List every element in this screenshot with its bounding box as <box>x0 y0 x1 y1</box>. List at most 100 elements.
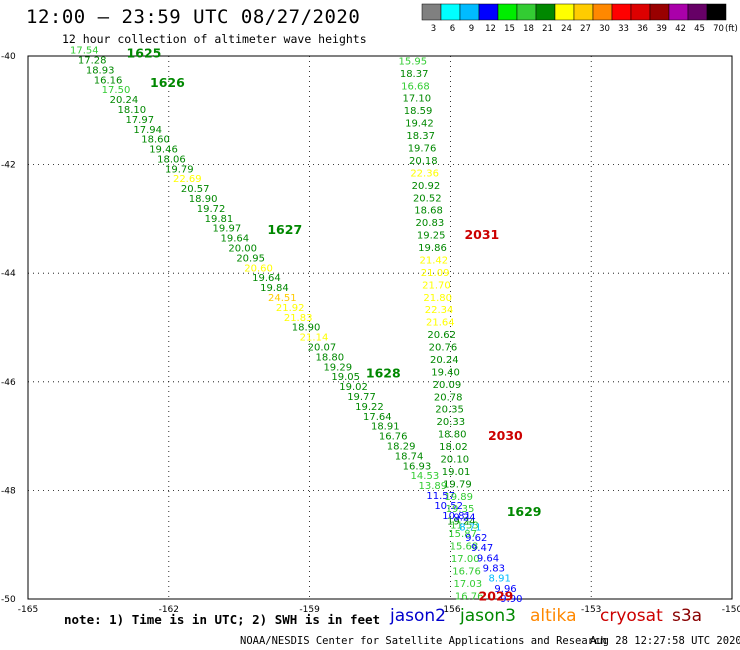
swh-value: 17.28 <box>78 55 107 66</box>
scale-swatch <box>573 3 594 21</box>
scale-label: 21 <box>542 24 553 34</box>
swh-value: 19.81 <box>205 214 234 225</box>
y-tick-label: -40 <box>1 52 16 62</box>
swh-value: 20.92 <box>412 181 441 192</box>
swh-value: 9.64 <box>477 553 499 564</box>
swh-value: 22.69 <box>173 174 202 185</box>
swh-value: 20.33 <box>437 417 466 428</box>
pass-time-label: 2030 <box>488 428 523 443</box>
swh-value: 18.80 <box>316 352 345 363</box>
pass-time-label: 2029 <box>479 588 514 603</box>
swh-value: 15.87 <box>448 529 477 540</box>
y-tick-label: -42 <box>1 161 16 171</box>
swh-value: 18.91 <box>371 422 400 433</box>
swh-value: 8.71 <box>459 523 481 534</box>
scale-label: 3 <box>431 24 436 34</box>
footer-credit: NOAA/NESDIS Center for Satellite Applica… <box>240 635 607 647</box>
pass-time-label: 2031 <box>464 227 499 242</box>
x-tick-label: -153 <box>581 605 601 615</box>
scale-swatch <box>649 3 670 21</box>
swh-value: 19.35 <box>446 504 475 515</box>
swh-value: 17.10 <box>402 94 431 105</box>
swh-value: 19.72 <box>197 204 226 215</box>
swh-value: 20.76 <box>429 343 458 354</box>
footer-timestamp: Aug 28 12:27:58 UTC 2020 <box>590 635 740 647</box>
plot-frame <box>27 55 733 600</box>
swh-value: 16.76 <box>379 432 408 443</box>
swh-value: 11.53 <box>450 521 479 532</box>
scale-swatch <box>478 3 499 21</box>
swh-value: 11.57 <box>426 491 455 502</box>
scale-label: 24 <box>561 24 572 34</box>
swh-value: 18.90 <box>189 194 218 205</box>
swh-value: 21.42 <box>419 255 448 266</box>
swh-value: 21.64 <box>426 318 455 329</box>
swh-value: 21.80 <box>423 293 452 304</box>
swh-value: 20.83 <box>416 218 445 229</box>
scale-label: 36 <box>637 24 648 34</box>
scale-label: 12 <box>485 24 496 34</box>
swh-value: 18.37 <box>406 131 435 142</box>
swh-value: 10.52 <box>434 501 463 512</box>
swh-value: 20.57 <box>181 184 210 195</box>
scale-swatch <box>668 3 689 21</box>
swh-value: 18.59 <box>404 106 433 117</box>
swh-value: 24.51 <box>268 293 297 304</box>
swh-value: 21.83 <box>284 313 313 324</box>
swh-value: 10.81 <box>442 511 471 522</box>
scale-swatch <box>554 3 575 21</box>
swh-value: 20.10 <box>440 454 469 465</box>
swh-value: 18.06 <box>157 154 186 165</box>
swh-value: 19.24 <box>447 517 476 528</box>
swh-value: 18.90 <box>292 323 321 334</box>
swh-value: 18.74 <box>395 451 424 462</box>
legend-jason3: jason3 <box>460 606 516 626</box>
scale-swatch <box>459 3 480 21</box>
swh-value: 21.14 <box>300 333 329 344</box>
swh-value: 20.09 <box>433 380 462 391</box>
swh-value: 9.62 <box>465 533 487 544</box>
swh-value: 18.93 <box>86 65 115 76</box>
scale-label: 9 <box>469 24 474 34</box>
swh-value: 19.25 <box>417 231 446 242</box>
x-tick-label: -165 <box>18 605 38 615</box>
swh-value: 9.47 <box>471 543 493 554</box>
legend-cryosat: cryosat <box>600 606 663 626</box>
swh-value: 19.42 <box>405 119 434 130</box>
swh-value: 22.34 <box>425 305 454 316</box>
swh-value: 19.89 <box>444 492 473 503</box>
axis-tick-labels: -165 -162 -159 -156 -153 -150 -40 -42 -44 -46 -48 -… <box>1 52 740 615</box>
swh-value: 13.89 <box>418 481 447 492</box>
scale-swatch <box>440 3 461 21</box>
swh-value: 18.80 <box>438 430 467 441</box>
x-tick-label: -159 <box>299 605 320 615</box>
swh-value: 19.76 <box>408 143 437 154</box>
swh-value: 18.37 <box>400 69 429 80</box>
swh-value: 19.01 <box>442 467 471 478</box>
swh-value: 19.77 <box>347 392 376 403</box>
scale-swatch <box>516 3 537 21</box>
swh-value: 20.78 <box>434 392 463 403</box>
swh-value: 20.60 <box>244 263 273 274</box>
swh-value: 18.60 <box>141 135 170 146</box>
pass-time-label: 1625 <box>127 45 162 60</box>
y-tick-label: -50 <box>1 595 16 605</box>
swh-value: 16.16 <box>94 75 123 86</box>
color-scale: 3 6 9 12 15 18 21 24 27 30 33 36 39 42 45 70 (ft) <box>421 3 738 34</box>
swh-value: 19.46 <box>149 145 178 156</box>
swh-value: 9.24 <box>453 513 475 524</box>
y-tick-label: -44 <box>1 269 16 279</box>
swh-value: 8.91 <box>489 574 511 585</box>
swh-value: 19.79 <box>165 164 194 175</box>
swh-value: 18.29 <box>387 442 416 453</box>
pass-time-label: 1628 <box>366 366 401 381</box>
swh-value: 20.62 <box>427 330 456 341</box>
y-tick-label: -48 <box>1 486 16 496</box>
swh-value: 9.83 <box>483 563 505 574</box>
swh-value: 17.97 <box>125 115 154 126</box>
swh-value: 19.29 <box>323 362 352 373</box>
page-subtitle: 12 hour collection of altimeter wave hei… <box>62 32 367 46</box>
y-tick-label: -46 <box>1 378 16 388</box>
swh-value: 18.10 <box>118 105 147 116</box>
